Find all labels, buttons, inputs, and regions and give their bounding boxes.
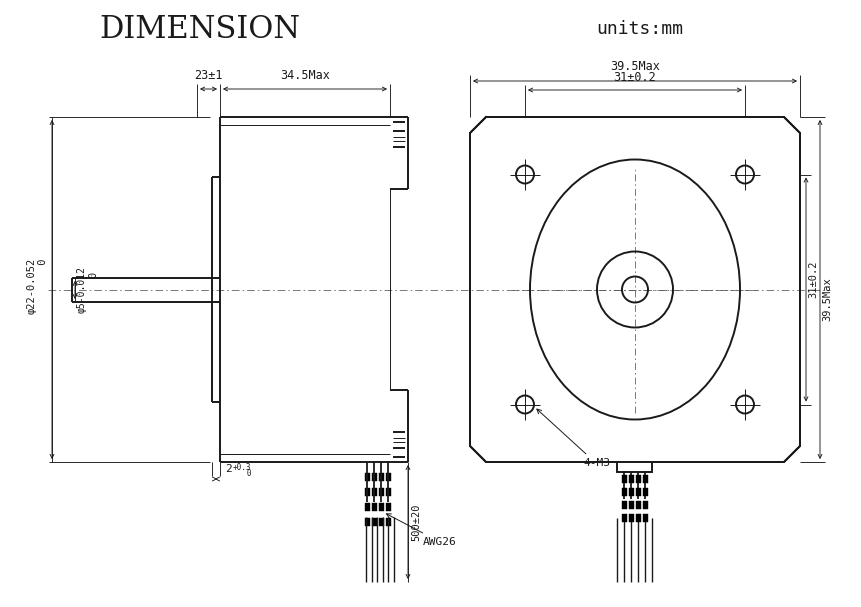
Bar (386, 503, 391, 511)
Polygon shape (469, 117, 799, 462)
Text: φ22-0.052
         0: φ22-0.052 0 (27, 258, 48, 320)
Text: φ5-0.012
      0: φ5-0.012 0 (77, 266, 98, 313)
Bar (386, 473, 391, 481)
Text: 4-M3: 4-M3 (536, 409, 610, 469)
Text: 31±0.2: 31±0.2 (613, 71, 655, 84)
Text: 0: 0 (232, 469, 251, 478)
Bar (379, 503, 383, 511)
Bar (364, 473, 369, 481)
Bar (635, 475, 641, 483)
Bar (635, 488, 641, 496)
Text: +0.3: +0.3 (232, 463, 251, 472)
Bar (642, 514, 647, 522)
Bar (635, 514, 641, 522)
Bar (622, 514, 626, 522)
Bar (622, 488, 626, 496)
Bar (386, 488, 391, 496)
Text: 34.5Max: 34.5Max (280, 69, 330, 82)
Bar (372, 473, 376, 481)
Text: 23±1: 23±1 (194, 69, 222, 82)
Bar (642, 488, 647, 496)
Bar (379, 518, 383, 526)
Text: DIMENSION: DIMENSION (99, 13, 300, 44)
Bar (629, 475, 633, 483)
Text: 39.5Max: 39.5Max (610, 60, 660, 73)
Bar (629, 488, 633, 496)
Bar (379, 473, 383, 481)
Bar (642, 501, 647, 509)
Text: units:mm: units:mm (596, 20, 683, 38)
Bar (372, 503, 376, 511)
Bar (642, 475, 647, 483)
Bar (364, 503, 369, 511)
Bar (616, 462, 652, 472)
Bar (364, 518, 369, 526)
Bar (629, 514, 633, 522)
Bar (364, 488, 369, 496)
Text: AWG26: AWG26 (386, 514, 456, 547)
Text: 2: 2 (225, 464, 232, 474)
Bar (622, 501, 626, 509)
Text: 31±0.2: 31±0.2 (807, 261, 817, 298)
Bar (386, 518, 391, 526)
Text: 39.5Max: 39.5Max (821, 277, 831, 321)
Bar (635, 501, 641, 509)
Bar (629, 501, 633, 509)
Bar (372, 518, 376, 526)
Bar (379, 488, 383, 496)
Bar (372, 488, 376, 496)
Text: 500±20: 500±20 (411, 503, 420, 541)
Bar (622, 475, 626, 483)
